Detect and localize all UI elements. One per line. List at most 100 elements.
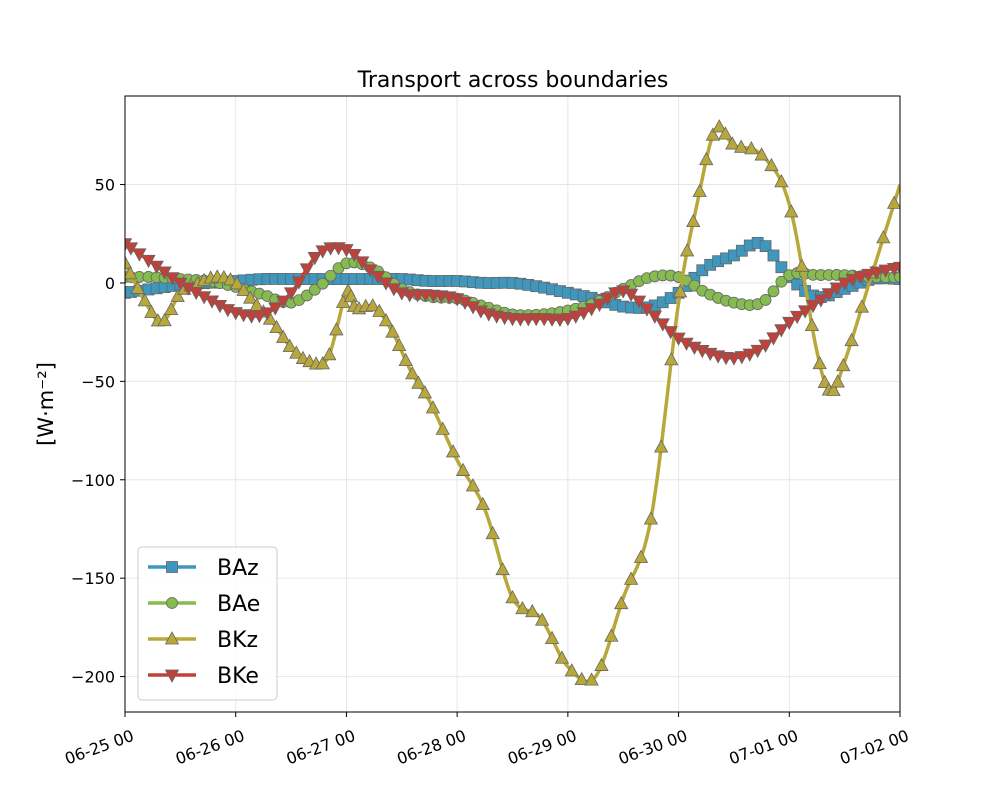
series-marker [378,313,394,327]
series-marker [405,366,420,380]
legend-entry: BAe [148,592,260,617]
series-marker [699,151,714,166]
series-marker [639,303,655,317]
series-marker [664,352,679,366]
legend-label: BKz [217,628,258,653]
series-marker [673,284,688,298]
series-marker [329,322,344,336]
series-marker [750,344,765,359]
series-marker [275,329,291,343]
series-marker [600,292,615,306]
series-marker [643,511,659,525]
series-marker [886,195,900,209]
series-marker [560,312,576,327]
series-marker [166,561,178,573]
series-marker [844,332,859,347]
series-marker [365,298,380,312]
series-marker [679,243,695,257]
series-marker [774,174,789,188]
series-marker [398,352,413,366]
series-marker [268,302,283,316]
plot-frame [124,95,901,713]
series-marker [754,147,769,161]
series-marker [655,318,670,332]
legend-label: BAe [217,592,260,617]
series-marker [170,288,185,302]
series-marker [861,268,876,283]
y-tick-label: −200 [71,668,115,687]
series-marker [686,213,701,228]
series-marker [878,264,893,278]
series-marker [300,289,313,302]
series-marker [759,294,772,306]
series-marker [766,332,781,346]
series-marker [455,462,471,476]
series-marker [568,310,583,324]
series-marker [534,612,550,626]
series-marker [869,266,884,280]
series-marker [767,285,780,298]
series-marker [804,317,820,332]
series-marker [475,496,491,510]
series-marker [229,276,245,290]
series-marker [892,261,900,276]
series-marker [324,269,337,282]
series-marker [604,628,619,642]
series-marker [391,337,407,352]
series-marker [812,355,827,370]
series-marker [505,590,520,604]
series-marker [275,295,291,309]
series-marker [705,127,721,141]
series-marker [742,348,757,362]
series-marker [830,374,845,388]
y-tick-label: −150 [71,569,115,588]
y-tick-label: 0 [105,274,115,293]
series-marker [633,549,649,563]
series-marker [647,310,663,324]
series-marker [744,141,759,155]
series-marker [623,288,639,303]
series-marker [592,298,607,313]
series-marker [584,672,599,686]
series-marker [130,280,145,294]
series-marker [876,230,891,244]
series-marker [343,288,359,303]
series-marker [316,277,329,290]
series-marker [564,663,579,677]
series-marker [712,119,727,133]
series-marker [144,304,159,318]
series-marker [163,301,179,316]
series-marker [797,305,813,319]
series-marker [775,261,788,274]
series-marker [836,357,851,372]
series-marker [283,287,299,301]
series-marker [252,310,267,324]
y-axis-label: [W·m⁻²] [34,362,58,446]
series-marker [425,400,441,414]
series-marker [791,278,804,291]
series-marker [125,255,133,269]
series-marker [315,355,330,370]
y-axis: 50 0 −50 −100 −150 −200 [71,176,125,687]
series-marker [164,631,180,645]
series-marker [370,270,386,285]
series-marker [289,345,304,359]
series-marker [733,139,749,153]
series-marker [813,294,829,308]
series-marker [411,375,426,389]
series-marker [445,444,461,458]
series-marker [157,312,172,327]
y-tick-label: −100 [71,471,115,490]
legend-entry: BKz [148,628,258,653]
series-marker [734,351,750,365]
series-marker [845,273,860,288]
series-marker [775,275,788,288]
series-marker [782,316,797,331]
series-marker [223,272,238,286]
y-tick-label: −50 [81,372,115,391]
series-marker [465,478,481,492]
series-marker [308,283,321,296]
legend-entry: BAz [148,556,259,581]
legend-label: BAz [217,556,259,581]
